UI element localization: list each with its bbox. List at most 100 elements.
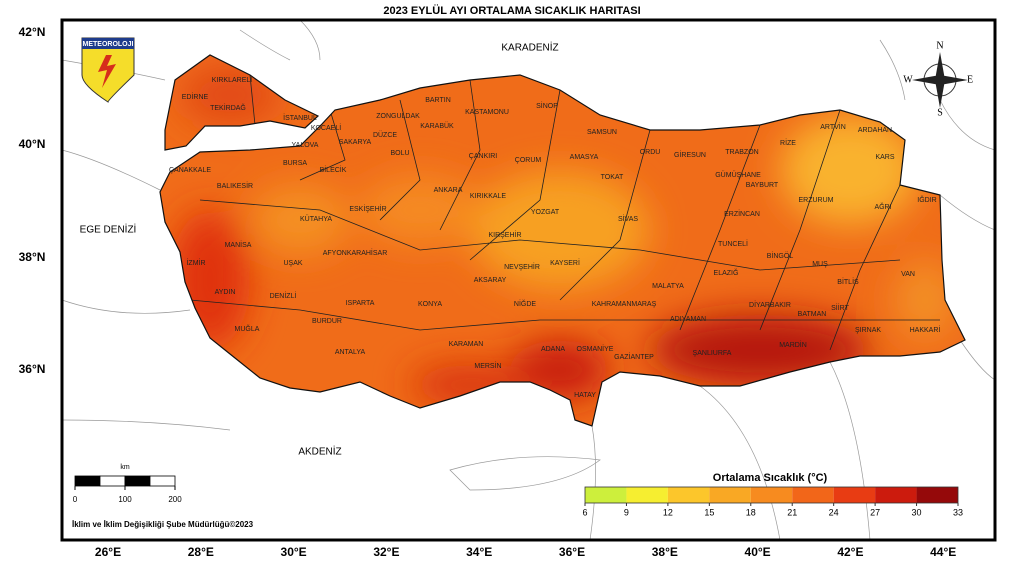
province-label: SİİRT [831,303,849,312]
province-label: BİTLİS [837,277,859,286]
compass-w: W [903,74,913,85]
province-label: NİĞDE [514,299,537,308]
province-label: MUĞLA [235,324,260,333]
province-label: ESKİŞEHİR [349,204,386,213]
province-label: ARDAHAN [858,127,892,134]
compass-s: S [937,107,943,118]
province-label: ERZURUM [799,197,834,204]
colorbar-tick-label: 21 [787,507,797,517]
compass-e: E [967,74,973,85]
map-title: 2023 EYLÜL AYI ORTALAMA SICAKLIK HARITAS… [383,4,640,17]
province-label: KOCAELİ [311,123,341,132]
colorbar-segment [667,487,710,503]
lon-label: 44°E [930,545,956,559]
colorbar-segment [626,487,668,503]
colorbar-segment [916,487,958,503]
lon-label: 42°E [837,545,863,559]
lon-label: 26°E [95,545,121,559]
scale-tick-label: 200 [168,495,182,504]
province-label: AKSARAY [474,277,507,284]
scale-segment [124,475,151,487]
province-label: ANKARA [434,187,463,194]
compass: N W E S [903,40,973,118]
province-label: KARS [875,154,894,161]
lat-label: 42°N [19,25,46,39]
lon-label: 28°E [188,545,214,559]
province-label: KAYSERİ [550,258,580,267]
province-label: ŞANLIURFA [693,350,732,357]
province-label: BATMAN [798,311,827,318]
province-label: YOZGAT [531,209,560,216]
colorbar-frame [584,486,959,504]
province-label: KARABÜK [420,122,454,130]
province-label: SAKARYA [339,139,372,146]
scale-unit: km [120,464,130,471]
colorbar-tick-label: 30 [912,507,922,517]
colorbar-tick-label: 12 [663,507,673,517]
colorbar-segment [585,487,627,503]
sea-label: AKDENİZ [298,445,341,458]
province-label: DÜZCE [373,131,397,139]
scale-segment [99,475,126,487]
province-label: İSTANBUL [283,113,317,122]
province-label: TUNCELİ [718,239,748,248]
province-label: ÇANAKKALE [169,167,211,174]
province-label: KIRŞEHİR [488,230,521,239]
province-label: BAYBURT [746,182,779,189]
province-label: GÜMÜŞHANE [715,171,761,179]
scale-tick-label: 100 [118,495,132,504]
province-label: ISPARTA [346,300,375,307]
colorbar-segment [875,487,917,503]
province-label: MUŞ [812,261,828,268]
colorbar-tick-label: 24 [829,507,839,517]
province-label: BALIKESİR [217,181,253,190]
colorbar-tick-label: 15 [704,507,714,517]
credit: İklim ve İklim Değişikliği Şube Müdürlüğ… [72,520,254,529]
lon-label: 40°E [745,545,771,559]
province-label: TRABZON [725,149,758,156]
province-label: KAHRAMANMARAŞ [592,301,657,308]
province-label: NEVŞEHİR [504,262,540,271]
province-label: KARAMAN [449,341,484,348]
lon-label: 32°E [373,545,399,559]
lat-label: 36°N [19,362,46,376]
map-frame [60,18,997,542]
province-label: MALATYA [652,283,684,290]
province-label: İZMİR [186,258,205,267]
province-label: ÇORUM [515,157,542,164]
sea-label: KARADENİZ [501,41,558,54]
province-label: MANİSA [225,240,252,249]
province-label: KIRIKKALE [470,193,507,200]
lon-label: 38°E [652,545,678,559]
province-label: MARDİN [779,340,807,349]
colorbar-tick-label: 27 [870,507,880,517]
province-label: AĞRI [874,202,891,211]
province-label: ELAZIĞ [714,268,739,277]
province-label: HATAY [574,392,596,399]
province-label: DENİZLİ [270,291,297,300]
province-label: ADIYAMAN [670,316,706,323]
province-label: MERSİN [474,361,501,370]
province-label: ANTALYA [335,349,366,356]
colorbar-segment [709,487,751,503]
province-borders [189,74,940,351]
scale-tick-label: 0 [73,495,78,504]
lon-label: 34°E [466,545,492,559]
province-label: BURSA [283,160,307,167]
province-label: ARTVİN [820,122,846,131]
province-label: DİYARBAKIR [749,300,791,309]
province-label: OSMANİYE [577,344,614,353]
compass-n: N [936,40,943,51]
province-label: BİLECİK [320,165,347,174]
colorbar-segment [833,487,876,503]
province-label: KIRKLARELİ [212,75,253,84]
province-label: RİZE [780,138,796,147]
province-label: TOKAT [601,174,624,181]
province-label: KASTAMONU [465,109,509,116]
scale-segment [149,475,176,487]
province-label: ORDU [640,149,661,156]
colorbar-tick-label: 6 [582,507,587,517]
province-label: HAKKARİ [910,325,941,334]
province-label: AFYONKARAHİSAR [323,248,388,257]
